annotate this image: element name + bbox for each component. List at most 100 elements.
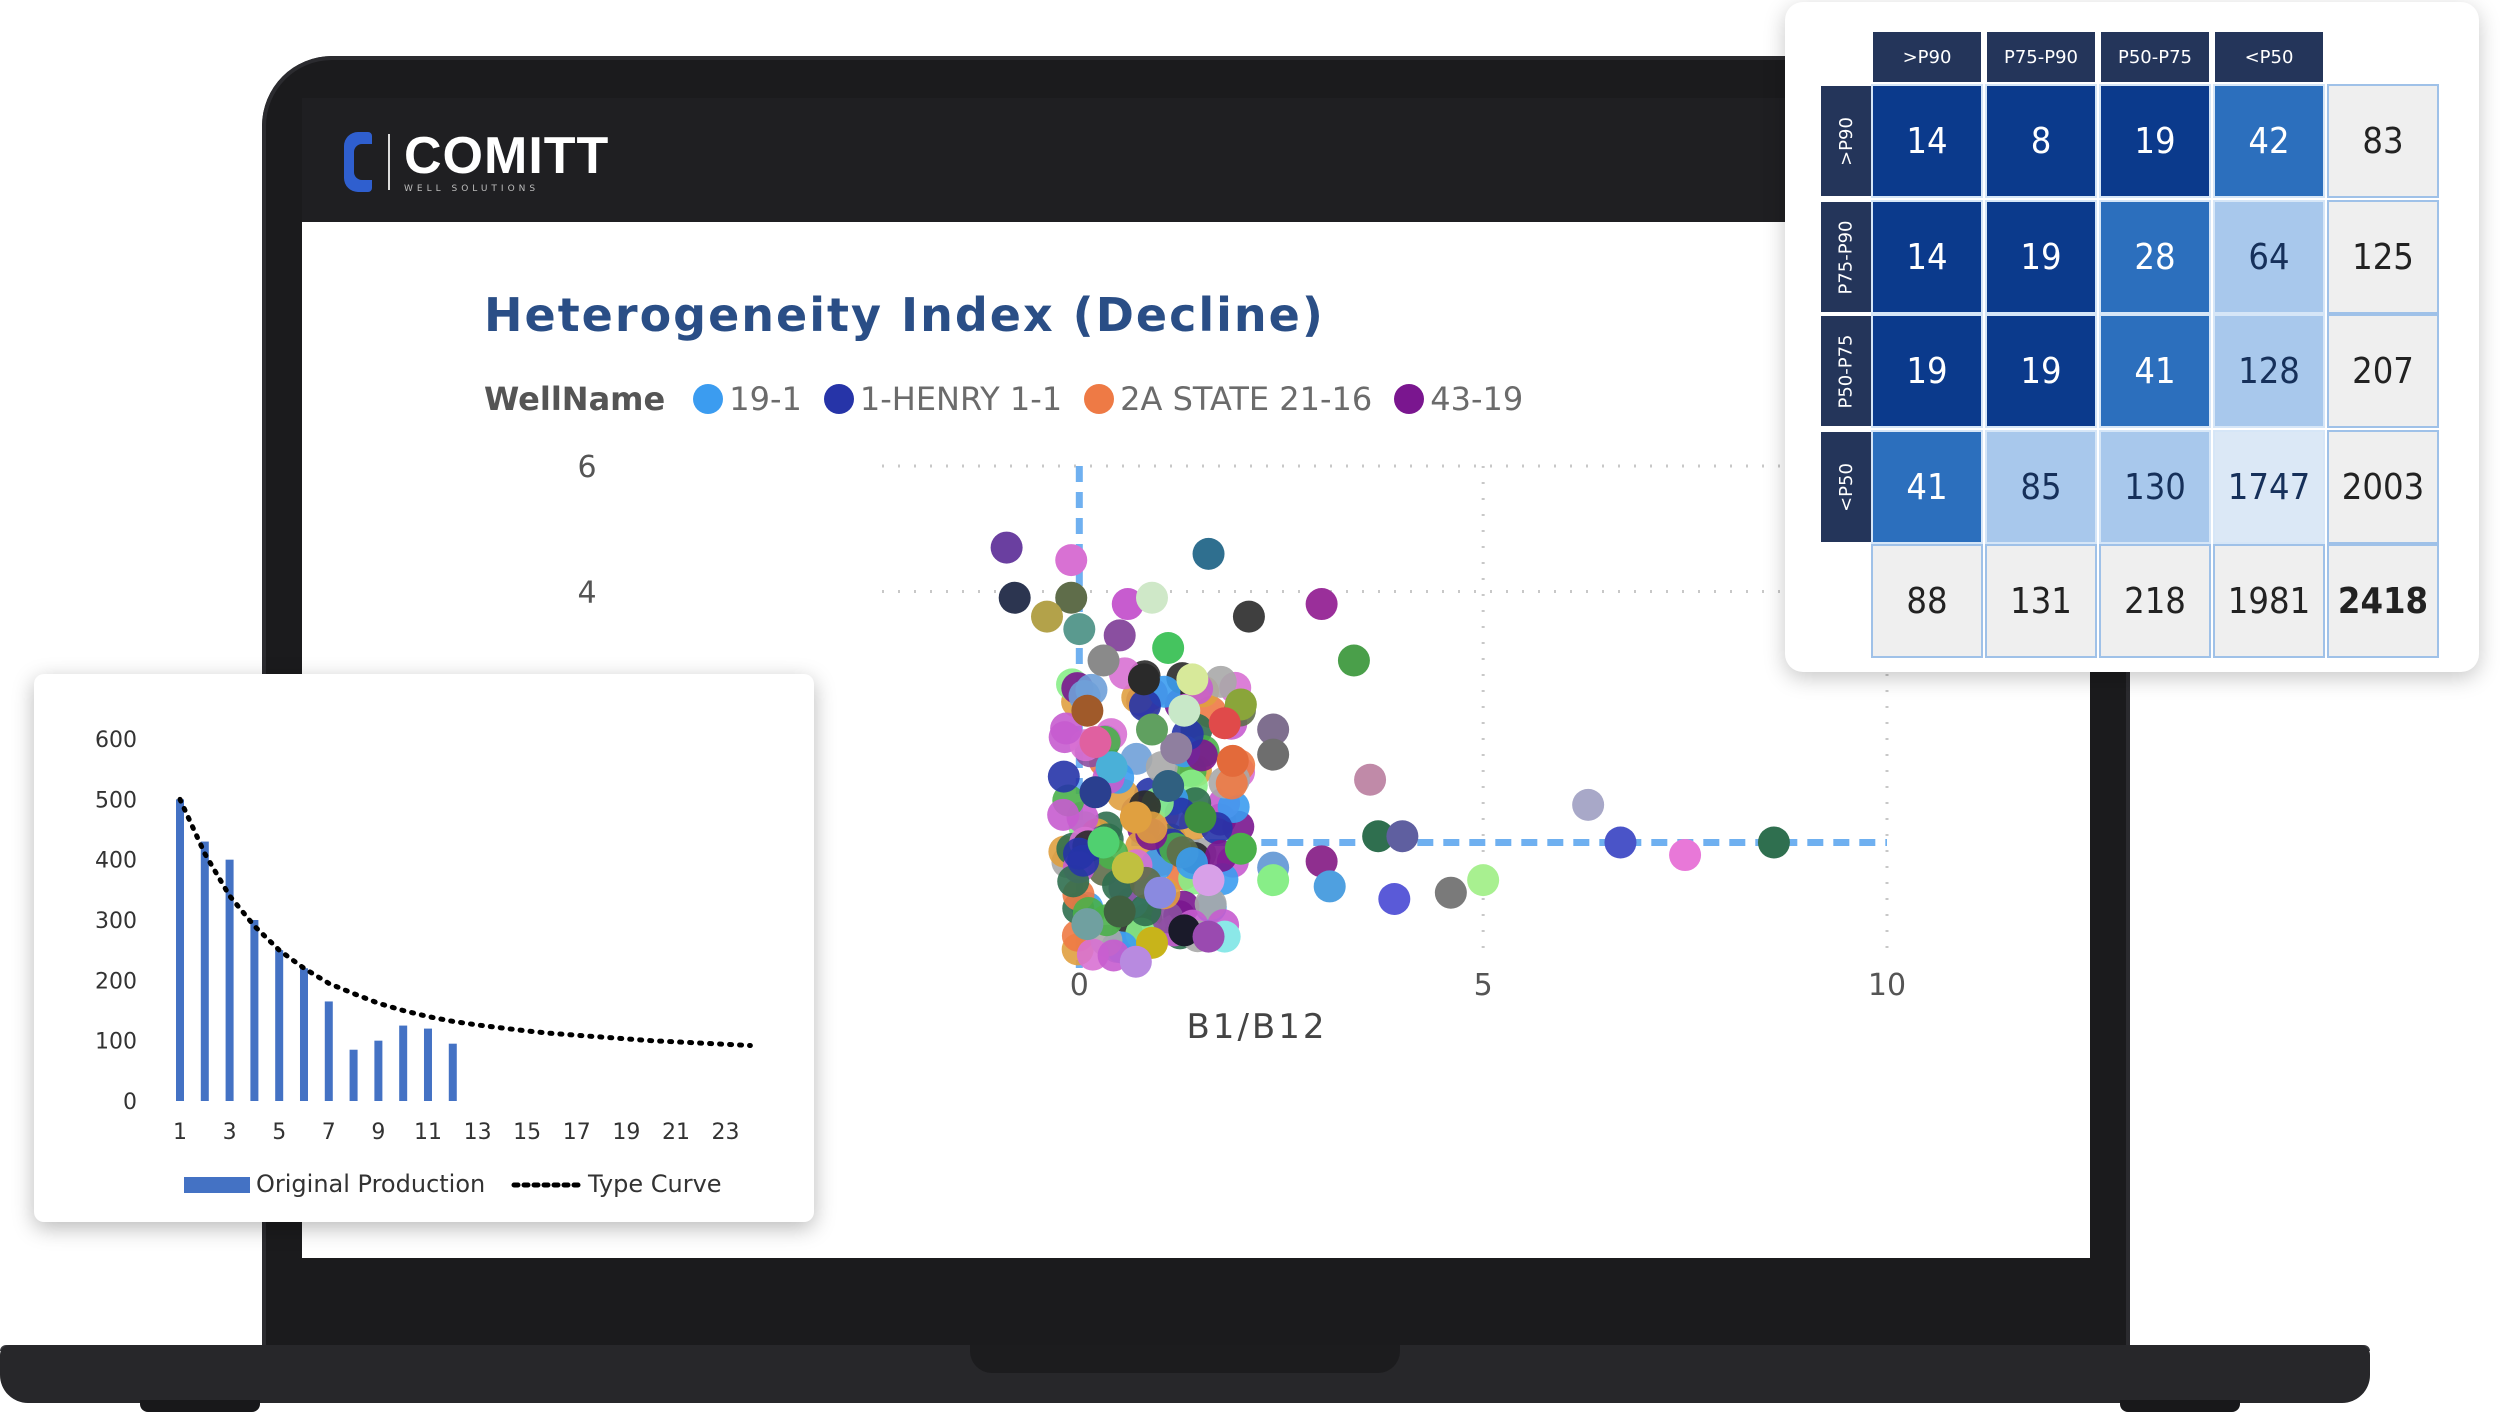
matrix-row-total: 83 xyxy=(2327,84,2439,198)
legend-item-label: 43-19 xyxy=(1430,380,1524,418)
bar-y-tick: 0 xyxy=(123,1090,137,1115)
matrix-cell: 128 xyxy=(2213,314,2325,428)
bar-x-tick: 17 xyxy=(563,1120,591,1145)
scatter-plot[interactable]: 6 4 0 5 10 B1/B12 xyxy=(302,98,2090,1258)
scatter-point xyxy=(1604,826,1637,859)
production-chart-card[interactable]: 0 100 200 300 400 500 600 1 3 5 7 9 11 13 15 17 19 21 23 … xyxy=(34,674,814,1222)
legend-item[interactable]: 43-19 xyxy=(1394,380,1523,418)
legend-line-label: Type Curve xyxy=(587,1170,722,1198)
matrix-row-header: <P50 xyxy=(1821,432,1871,542)
scatter-point xyxy=(1087,826,1120,859)
scatter-point xyxy=(1152,770,1185,803)
bar-x-tick: 7 xyxy=(322,1120,336,1145)
bar-y-tick: 600 xyxy=(95,728,137,753)
scatter-point xyxy=(1362,820,1395,853)
type-curve-line xyxy=(177,796,753,1048)
scatter-point xyxy=(1128,689,1161,722)
bar-x-tick: 15 xyxy=(513,1120,541,1145)
scatter-tick-labels: 6 4 0 5 10 xyxy=(577,450,1906,1003)
scatter-point xyxy=(1669,839,1702,872)
scatter-point xyxy=(1095,751,1128,784)
logo-mark-icon xyxy=(344,132,376,192)
matrix-column-total: 1981 xyxy=(2213,544,2325,658)
scatter-point xyxy=(1047,798,1080,831)
bar-x-tick: 3 xyxy=(223,1120,237,1145)
laptop-foot xyxy=(140,1400,260,1412)
matrix-column-header: P75-P90 xyxy=(1987,32,2095,82)
matrix-cell: 85 xyxy=(1985,430,2097,544)
bar-x-tick: 5 xyxy=(272,1120,286,1145)
scatter-y-tick: 4 xyxy=(577,576,596,611)
legend-item[interactable]: 1-HENRY 1-1 xyxy=(823,380,1062,418)
scatter-point xyxy=(1572,788,1605,821)
scatter-chart-title: Heterogeneity Index (Decline) xyxy=(484,288,1325,342)
scatter-x-tick: 5 xyxy=(1474,968,1493,1003)
matrix-cell: 1747 xyxy=(2213,430,2325,544)
logo-subtitle: WELL SOLUTIONS xyxy=(404,184,540,194)
matrix-cell: 64 xyxy=(2213,200,2325,314)
scatter-point xyxy=(1257,864,1290,897)
scatter-point xyxy=(1111,588,1144,621)
legend-item[interactable]: 2A STATE 21-16 xyxy=(1084,380,1372,418)
matrix-row-total: 125 xyxy=(2327,200,2439,314)
scatter-point xyxy=(1136,581,1168,614)
matrix-grand-total: 2418 xyxy=(2327,544,2439,658)
scatter-point xyxy=(1208,707,1241,740)
legend-dot-icon xyxy=(693,384,724,414)
scatter-point xyxy=(1354,763,1387,796)
scatter-x-tick: 0 xyxy=(1070,968,1089,1003)
bar-y-tick: 200 xyxy=(95,969,137,994)
scatter-point xyxy=(1378,882,1411,915)
scatter-x-tick: 10 xyxy=(1868,968,1906,1003)
scatter-point xyxy=(1216,744,1249,777)
production-bar xyxy=(324,1001,333,1101)
bar-x-tick: 23 xyxy=(712,1120,740,1145)
bar-x-tick: 21 xyxy=(662,1120,690,1145)
scatter-point xyxy=(1071,908,1104,941)
production-bar xyxy=(423,1028,432,1101)
scatter-point xyxy=(1176,663,1209,696)
scatter-point xyxy=(1103,895,1136,928)
scatter-point xyxy=(1257,738,1290,771)
legend-bar-swatch xyxy=(184,1177,250,1193)
matrix-row-total: 2003 xyxy=(2327,430,2439,544)
scatter-point xyxy=(1119,801,1152,834)
production-bar xyxy=(299,968,308,1101)
company-logo[interactable]: COMITT WELL SOLUTIONS xyxy=(344,122,609,202)
bar-x-tick: 9 xyxy=(371,1120,385,1145)
matrix-cell: 19 xyxy=(2099,84,2211,198)
scatter-x-axis-label: B1/B12 xyxy=(1186,1007,1327,1047)
scatter-point xyxy=(1386,820,1419,853)
matrix-cell: 28 xyxy=(2099,200,2211,314)
scatter-point xyxy=(1152,631,1185,664)
scatter-point xyxy=(1079,776,1112,809)
bar-series xyxy=(176,799,457,1101)
legend-item[interactable]: 19-1 xyxy=(693,380,802,418)
scatter-point xyxy=(1184,801,1217,834)
scatter-point xyxy=(1305,588,1338,621)
matrix-cell: 130 xyxy=(2099,430,2211,544)
scatter-point xyxy=(1257,713,1290,746)
scatter-point xyxy=(1055,581,1088,614)
scatter-point xyxy=(1337,644,1370,677)
matrix-column-header: >P90 xyxy=(1873,32,1981,82)
laptop-notch xyxy=(970,1345,1400,1373)
matrix-row-header: P75-P90 xyxy=(1821,202,1871,312)
scatter-point xyxy=(1305,845,1338,878)
production-bar xyxy=(250,920,259,1101)
scatter-point xyxy=(1079,726,1112,759)
legend-dot-icon xyxy=(823,384,854,414)
legend-title: WellName xyxy=(484,380,666,418)
matrix-cell: 14 xyxy=(1871,200,1983,314)
scatter-point xyxy=(1103,619,1136,652)
matrix-row-header: P50-P75 xyxy=(1821,316,1871,426)
percentile-matrix-card[interactable]: >P90 P75-P90 P50-P75 <P50 >P90 P75-P90 P50-P75… xyxy=(1785,2,2479,672)
matrix-cell: 14 xyxy=(1871,84,1983,198)
scatter-point xyxy=(1031,600,1063,633)
scatter-point xyxy=(1192,537,1225,570)
scatter-point xyxy=(1055,544,1088,577)
production-bar xyxy=(200,841,209,1101)
scatter-point xyxy=(1168,914,1201,947)
scatter-point xyxy=(1434,876,1467,909)
legend-item-label: 19-1 xyxy=(729,380,802,418)
